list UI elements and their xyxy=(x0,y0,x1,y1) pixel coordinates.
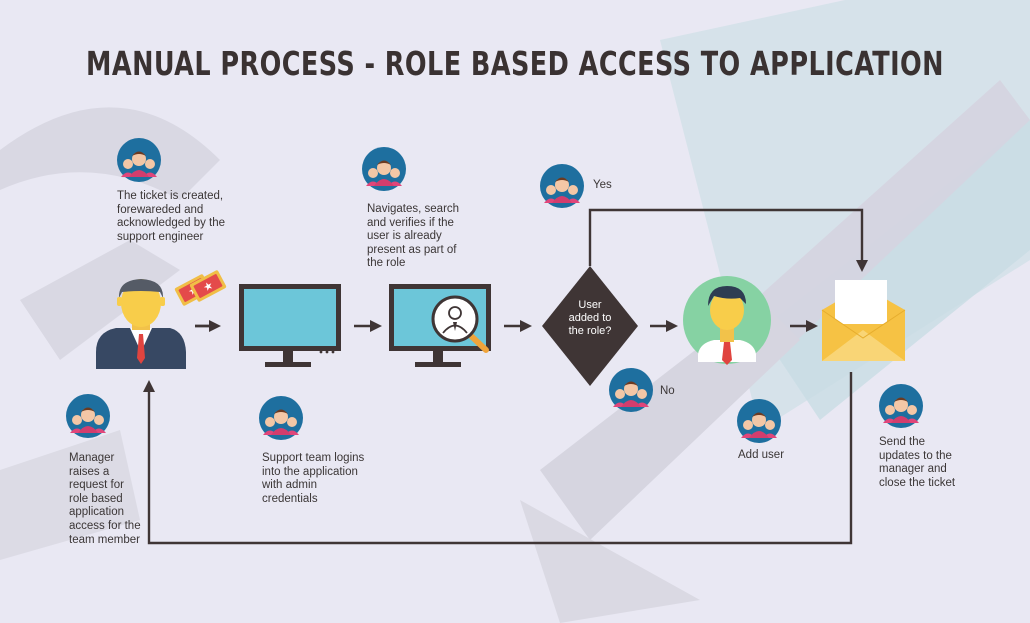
team-avatar-icon xyxy=(609,368,653,412)
yes-label: Yes xyxy=(593,179,612,191)
monitor-search-user-icon xyxy=(389,284,491,367)
monitor-icon xyxy=(239,284,341,367)
page-title: MANUAL PROCESS - ROLE BASED ACCESS TO AP… xyxy=(86,44,944,83)
businessman-icon xyxy=(96,279,186,369)
step-manager-label: Manager raises a request for role based … xyxy=(69,452,141,546)
team-avatar-icon xyxy=(737,399,781,443)
no-label: No xyxy=(660,385,675,397)
decision-diamond xyxy=(542,266,638,386)
step-send-updates-label: Send the updates to the manager and clos… xyxy=(879,436,956,489)
arrow-return-to-manager xyxy=(143,372,853,545)
ticket-icon: ★ ★ xyxy=(174,270,227,306)
team-avatar-icon xyxy=(362,147,406,191)
connectors xyxy=(143,208,868,545)
step-add-user-label: Add user xyxy=(738,449,785,461)
user-avatar-icon xyxy=(683,276,771,365)
envelope-icon xyxy=(821,280,906,361)
step-ticket-label: The ticket is created, forewareded and a… xyxy=(117,190,226,243)
step-navigate-label: Navigates, search and verifies if the us… xyxy=(367,203,460,270)
team-avatar-icon xyxy=(117,138,161,182)
team-avatar-icon xyxy=(540,164,584,208)
team-avatar-icon xyxy=(66,394,110,438)
arrow-yes-to-envelope xyxy=(588,208,868,272)
decision-label: User added to the role? xyxy=(568,299,612,337)
team-avatar-icon xyxy=(259,396,303,440)
team-avatar-icon xyxy=(879,384,923,428)
step-support-login-label: Support team logins into the application… xyxy=(262,452,365,505)
